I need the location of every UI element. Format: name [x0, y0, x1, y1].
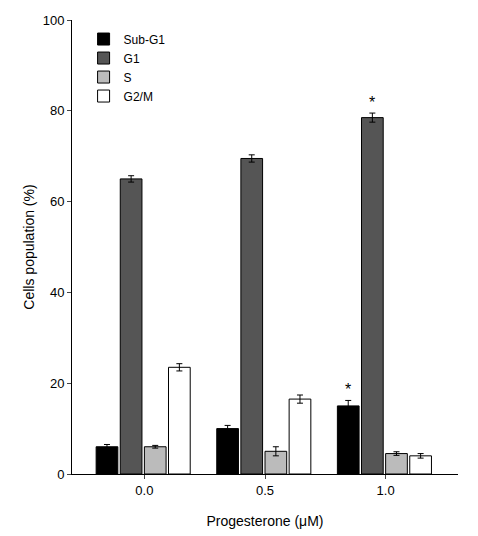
- svg-text:G1: G1: [124, 52, 140, 66]
- svg-text:80: 80: [50, 103, 64, 118]
- svg-text:1.0: 1.0: [377, 483, 395, 498]
- svg-text:*: *: [345, 381, 351, 398]
- svg-text:0.5: 0.5: [256, 483, 274, 498]
- svg-text:S: S: [124, 71, 132, 85]
- svg-text:60: 60: [50, 194, 64, 209]
- svg-text:Cells population (%): Cells population (%): [21, 184, 37, 309]
- svg-text:20: 20: [50, 376, 64, 391]
- svg-text:Progesterone (μM): Progesterone (μM): [207, 513, 324, 529]
- svg-text:0: 0: [57, 467, 64, 482]
- svg-text:G2/M: G2/M: [124, 90, 153, 104]
- svg-text:Sub-G1: Sub-G1: [124, 33, 166, 47]
- svg-text:100: 100: [43, 13, 65, 28]
- svg-text:0.0: 0.0: [135, 483, 153, 498]
- svg-text:*: *: [369, 94, 375, 111]
- svg-text:40: 40: [50, 285, 64, 300]
